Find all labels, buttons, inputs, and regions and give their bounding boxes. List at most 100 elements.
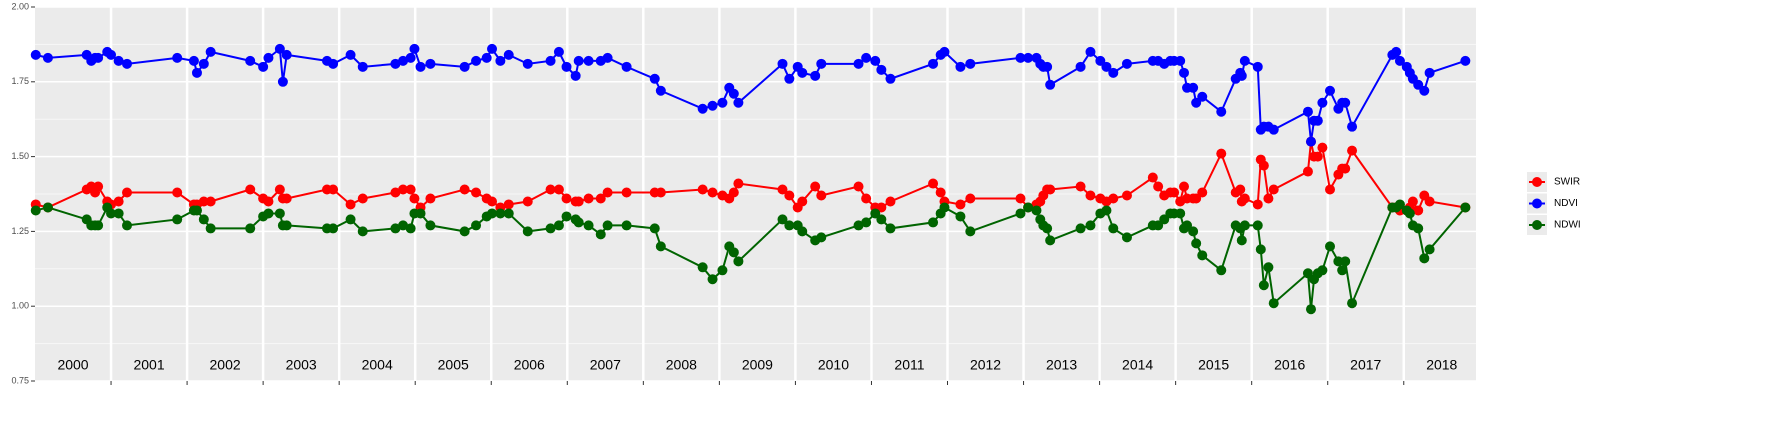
- data-point: [1305, 304, 1316, 315]
- y-tick-label: 1.75: [11, 76, 29, 86]
- year-label: 2014: [1122, 357, 1153, 373]
- data-point: [188, 55, 199, 66]
- data-point: [928, 58, 939, 69]
- data-point: [1419, 253, 1430, 264]
- data-point: [816, 232, 827, 243]
- data-point: [415, 208, 426, 219]
- data-point: [198, 196, 209, 207]
- data-point: [1197, 187, 1208, 198]
- data-point: [487, 208, 498, 219]
- data-point: [459, 226, 470, 237]
- data-point: [1413, 223, 1424, 234]
- data-point: [1312, 115, 1323, 126]
- data-point: [797, 226, 808, 237]
- data-point: [621, 220, 632, 231]
- data-point: [1312, 151, 1323, 162]
- data-point: [409, 193, 420, 204]
- legend-point: [1532, 198, 1542, 209]
- data-point: [1121, 190, 1132, 201]
- data-point: [198, 58, 209, 69]
- data-point: [876, 214, 887, 225]
- data-point: [172, 52, 183, 63]
- data-point: [928, 217, 939, 228]
- data-point: [42, 202, 53, 213]
- data-point: [345, 49, 356, 60]
- data-point: [595, 193, 606, 204]
- data-point: [707, 187, 718, 198]
- data-point: [398, 184, 409, 195]
- data-point: [1404, 208, 1415, 219]
- data-point: [328, 58, 339, 69]
- year-label: 2002: [210, 357, 241, 373]
- data-point: [570, 70, 581, 81]
- data-point: [777, 214, 788, 225]
- data-point: [1045, 79, 1056, 90]
- data-point: [1216, 265, 1227, 276]
- data-point: [1268, 298, 1279, 309]
- data-point: [928, 178, 939, 189]
- data-point: [602, 52, 613, 63]
- data-point: [263, 52, 274, 63]
- data-point: [1178, 181, 1189, 192]
- year-label: 2007: [590, 357, 621, 373]
- data-point: [1252, 220, 1263, 231]
- data-point: [113, 208, 124, 219]
- data-point: [784, 220, 795, 231]
- data-point: [1216, 106, 1227, 117]
- data-point: [1324, 184, 1335, 195]
- data-point: [861, 193, 872, 204]
- data-point: [876, 64, 887, 75]
- data-point: [1340, 163, 1351, 174]
- data-point: [1015, 208, 1026, 219]
- data-point: [861, 217, 872, 228]
- data-point: [191, 205, 202, 216]
- data-point: [733, 97, 744, 108]
- year-label: 2015: [1198, 357, 1229, 373]
- data-point: [621, 61, 632, 72]
- year-label: 2016: [1274, 357, 1305, 373]
- data-point: [93, 52, 104, 63]
- data-point: [784, 73, 795, 84]
- data-point: [345, 214, 356, 225]
- data-point: [602, 187, 613, 198]
- year-label: 2004: [362, 357, 393, 373]
- data-point: [561, 61, 572, 72]
- year-label: 2018: [1426, 357, 1457, 373]
- data-point: [1424, 196, 1435, 207]
- data-point: [471, 55, 482, 66]
- year-label: 2008: [666, 357, 697, 373]
- legend-label: NDVI: [1554, 198, 1578, 209]
- data-point: [481, 52, 492, 63]
- data-point: [398, 220, 409, 231]
- data-point: [573, 196, 584, 207]
- data-point: [1235, 184, 1246, 195]
- data-point: [503, 208, 514, 219]
- data-point: [1324, 85, 1335, 96]
- data-point: [777, 184, 788, 195]
- data-point: [939, 46, 950, 57]
- data-point: [191, 67, 202, 78]
- legend-point: [1532, 177, 1542, 187]
- data-point: [707, 100, 718, 111]
- data-point: [797, 196, 808, 207]
- year-label: 2009: [742, 357, 773, 373]
- data-point: [1045, 184, 1056, 195]
- data-point: [1460, 202, 1471, 213]
- data-point: [1394, 55, 1405, 66]
- data-point: [810, 70, 821, 81]
- data-point: [717, 265, 728, 276]
- data-point: [357, 193, 368, 204]
- data-point: [1236, 70, 1247, 81]
- data-point: [459, 184, 470, 195]
- data-point: [784, 190, 795, 201]
- data-point: [1153, 181, 1164, 192]
- data-point: [1317, 265, 1328, 276]
- data-point: [245, 55, 256, 66]
- data-point: [122, 58, 133, 69]
- data-point: [1147, 172, 1158, 183]
- data-point: [810, 181, 821, 192]
- data-point: [1188, 82, 1199, 93]
- data-point: [553, 220, 564, 231]
- data-point: [733, 256, 744, 267]
